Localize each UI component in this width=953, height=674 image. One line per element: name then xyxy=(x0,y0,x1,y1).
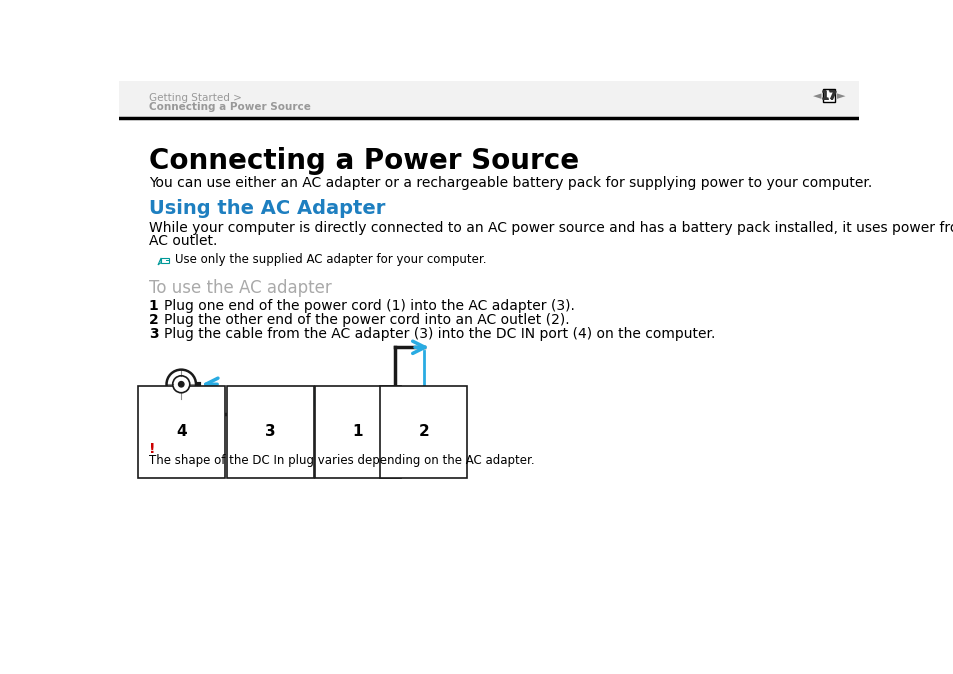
Text: ◄: ◄ xyxy=(812,91,821,101)
Circle shape xyxy=(178,381,184,387)
Text: 2: 2 xyxy=(149,313,158,327)
Text: AC outlet.: AC outlet. xyxy=(149,234,217,248)
Text: Connecting a Power Source: Connecting a Power Source xyxy=(149,147,578,175)
Text: 1: 1 xyxy=(353,425,363,439)
Bar xyxy=(119,81,858,118)
Text: ►: ► xyxy=(837,91,845,101)
Text: Using the AC Adapter: Using the AC Adapter xyxy=(149,200,385,218)
Bar xyxy=(233,398,237,404)
Circle shape xyxy=(167,369,195,399)
Text: 4: 4 xyxy=(175,425,187,439)
Text: Plug the other end of the power cord into an AC outlet (2).: Plug the other end of the power cord int… xyxy=(164,313,569,327)
Text: Use only the supplied AC adapter for your computer.: Use only the supplied AC adapter for you… xyxy=(174,253,486,266)
Text: 2: 2 xyxy=(418,425,429,439)
Text: 17: 17 xyxy=(820,90,837,102)
Bar xyxy=(350,396,367,406)
Text: Plug one end of the power cord (1) into the AC adapter (3).: Plug one end of the power cord (1) into … xyxy=(164,299,575,313)
Text: !: ! xyxy=(149,442,155,456)
Text: To use the AC adapter: To use the AC adapter xyxy=(149,279,331,297)
Text: 17: 17 xyxy=(821,89,837,102)
Text: You can use either an AC adapter or a rechargeable battery pack for supplying po: You can use either an AC adapter or a re… xyxy=(149,177,871,190)
Bar xyxy=(161,258,169,263)
Text: The shape of the DC In plug varies depending on the AC adapter.: The shape of the DC In plug varies depen… xyxy=(149,454,534,467)
Text: Getting Started >: Getting Started > xyxy=(149,93,241,103)
Text: 1: 1 xyxy=(149,299,158,313)
Text: 3: 3 xyxy=(149,326,158,340)
Text: Plug the cable from the AC adapter (3) into the DC IN port (4) on the computer.: Plug the cable from the AC adapter (3) i… xyxy=(164,326,715,340)
Circle shape xyxy=(172,376,190,393)
Text: Connecting a Power Source: Connecting a Power Source xyxy=(149,102,311,113)
Bar xyxy=(822,88,835,102)
Text: While your computer is directly connected to an AC power source and has a batter: While your computer is directly connecte… xyxy=(149,221,953,235)
Bar xyxy=(244,390,296,412)
Text: 3: 3 xyxy=(265,425,275,439)
